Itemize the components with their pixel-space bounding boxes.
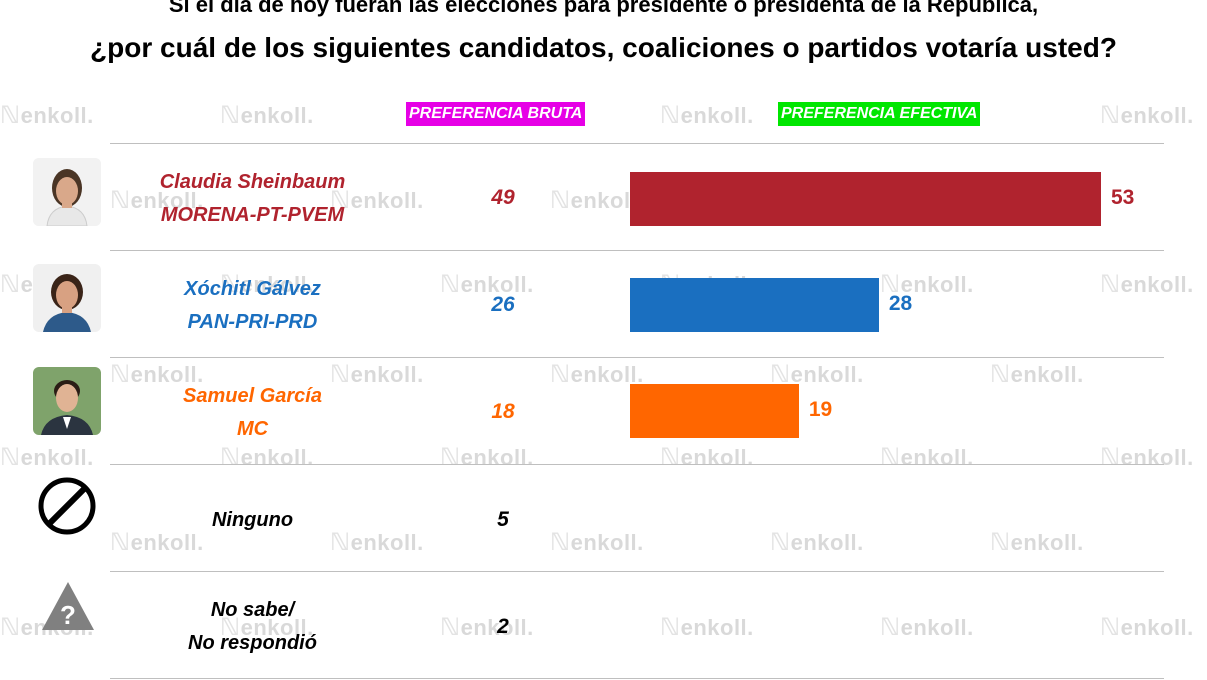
option-label-line2: No respondió: [188, 632, 317, 654]
efectiva-bar: [630, 384, 799, 438]
watermark: ℕenkoll.: [770, 361, 864, 388]
chart-title-line1: Si el día de hoy fueran las elecciones p…: [168, 0, 1039, 17]
watermark: ℕenkoll.: [1100, 614, 1194, 641]
candidate-photo-sheinbaum: [33, 158, 101, 226]
watermark: ℕenkoll.: [220, 444, 314, 471]
row-label-no-sabe: No sabe/ No respondió: [120, 594, 385, 660]
chart-title-line2: ¿por cuál de los siguientes candidatos, …: [90, 32, 1117, 63]
watermark: ℕenkoll.: [660, 102, 754, 129]
watermark: ℕenkoll.: [110, 361, 204, 388]
svg-text:?: ?: [60, 600, 76, 630]
efectiva-value-label: 19: [808, 398, 833, 421]
header-preferencia-bruta: PREFERENCIA BRUTA: [406, 102, 586, 126]
watermark: ℕenkoll.: [550, 361, 644, 388]
watermark: ℕenkoll.: [0, 444, 94, 471]
watermark: ℕenkoll.: [660, 614, 754, 641]
watermark: ℕenkoll.: [880, 444, 974, 471]
watermark: ℕenkoll.: [330, 361, 424, 388]
watermark: ℕenkoll.: [660, 444, 754, 471]
bruta-value: 18: [491, 400, 515, 423]
watermark: ℕenkoll.: [110, 529, 204, 556]
header-preferencia-efectiva: PREFERENCIA EFECTIVA: [778, 102, 981, 126]
watermark: ℕenkoll.: [330, 187, 424, 214]
candidate-name: Samuel García: [183, 385, 322, 407]
watermark: ℕenkoll.: [990, 529, 1084, 556]
watermark: ℕenkoll.: [440, 271, 534, 298]
watermark: ℕenkoll.: [0, 102, 94, 129]
candidate-name: Claudia Sheinbaum: [159, 171, 346, 193]
watermark: ℕenkoll.: [770, 529, 864, 556]
row-divider: [110, 250, 1164, 251]
candidate-photo-galvez: [33, 264, 101, 332]
efectiva-bar: [630, 172, 1101, 226]
watermark: ℕenkoll.: [110, 187, 204, 214]
watermark: ℕenkoll.: [220, 271, 314, 298]
efectiva-value-label: 28: [888, 292, 913, 315]
option-label: Ninguno: [211, 509, 294, 531]
bruta-value: 26: [491, 293, 515, 316]
watermark: ℕenkoll.: [1100, 444, 1194, 471]
candidate-party: MC: [236, 418, 269, 440]
row-divider: [110, 143, 1164, 144]
question-triangle-icon: ?: [40, 580, 96, 637]
bruta-value: 49: [491, 186, 515, 209]
watermark: ℕenkoll.: [1100, 271, 1194, 298]
watermark: ℕenkoll.: [220, 614, 314, 641]
watermark: ℕenkoll.: [880, 614, 974, 641]
watermark: ℕenkoll.: [990, 361, 1084, 388]
row-divider: [110, 357, 1164, 358]
watermark: ℕenkoll.: [440, 444, 534, 471]
row-label-sheinbaum: Claudia Sheinbaum MORENA-PT-PVEM: [120, 166, 385, 232]
candidate-photo-garcia: [33, 367, 101, 435]
row-divider: [110, 464, 1164, 465]
candidate-party: MORENA-PT-PVEM: [160, 204, 345, 226]
watermark: ℕenkoll.: [550, 529, 644, 556]
watermark: ℕenkoll.: [330, 529, 424, 556]
watermark: ℕenkoll.: [220, 102, 314, 129]
row-divider: [110, 571, 1164, 572]
row-label-galvez: Xóchitl Gálvez PAN-PRI-PRD: [120, 273, 385, 339]
bruta-value: 2: [497, 615, 509, 638]
row-label-ninguno: Ninguno: [120, 504, 385, 537]
watermark: ℕenkoll.: [880, 271, 974, 298]
candidate-party: PAN-PRI-PRD: [187, 311, 318, 333]
prohibited-icon: [37, 476, 97, 541]
row-label-garcia: Samuel García MC: [120, 380, 385, 446]
row-divider: [110, 678, 1164, 679]
efectiva-value-label: 53: [1111, 186, 1135, 209]
bruta-value: 5: [497, 508, 509, 531]
watermark: ℕenkoll.: [1100, 102, 1194, 129]
option-label: No sabe/: [210, 599, 295, 621]
efectiva-bar: [630, 278, 879, 332]
candidate-name: Xóchitl Gálvez: [184, 278, 321, 300]
watermark: ℕenkoll.: [440, 614, 534, 641]
